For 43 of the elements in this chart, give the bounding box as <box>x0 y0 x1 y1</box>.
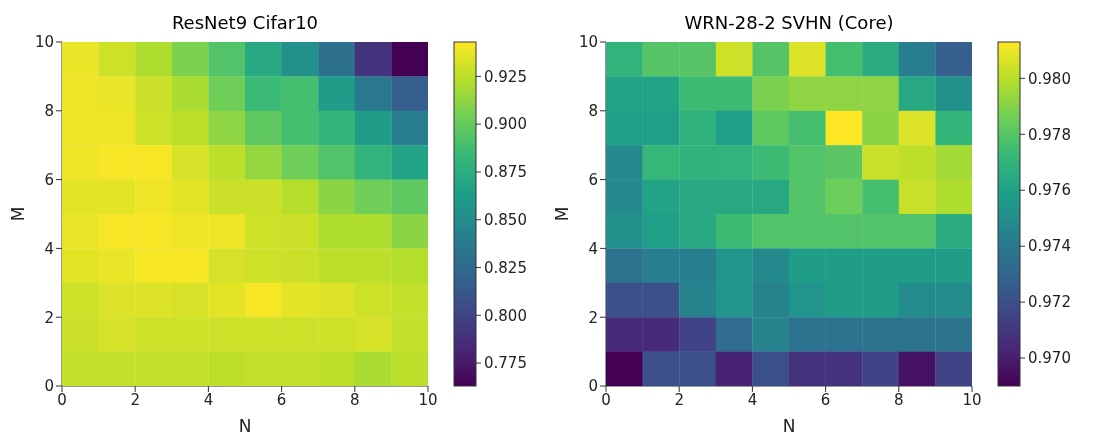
x-tick-label: 2 <box>674 390 684 409</box>
y-axis-title: M <box>8 206 29 222</box>
x-tick-label: 2 <box>130 390 140 409</box>
y-tick-label: 0 <box>44 377 54 396</box>
color-bar-label: 0.875 <box>484 163 527 182</box>
color-bar-label: 0.974 <box>1028 237 1071 256</box>
y-tick-label: 2 <box>44 308 54 327</box>
x-tick-label: 10 <box>962 390 982 409</box>
x-axis-title: N <box>238 416 252 436</box>
color-bar-label: 0.980 <box>1028 69 1071 88</box>
x-tick-label: 0 <box>57 390 67 409</box>
x-tick-label: 4 <box>203 390 214 409</box>
y-tick-label: 0 <box>588 377 598 396</box>
x-tick-label: 8 <box>350 390 360 409</box>
y-tick-label: 2 <box>588 308 598 327</box>
color-bar-label: 0.978 <box>1028 125 1071 144</box>
y-tick-label: 4 <box>44 239 54 258</box>
color-bar-label: 0.925 <box>484 67 527 86</box>
y-tick-label: 10 <box>578 33 598 52</box>
y-tick-label: 8 <box>44 102 54 121</box>
y-axis-title: M <box>552 206 573 222</box>
y-tick-label: 6 <box>44 170 54 189</box>
y-tick-label: 4 <box>588 239 598 258</box>
y-tick-label: 10 <box>34 33 54 52</box>
x-tick-label: 6 <box>820 390 831 409</box>
color-bar-label: 0.900 <box>484 115 527 134</box>
x-tick-label: 6 <box>276 390 287 409</box>
color-bar-label: 0.850 <box>484 210 527 229</box>
x-tick-label: 8 <box>894 390 904 409</box>
color-bar-label: 0.800 <box>484 306 527 325</box>
color-bar-label: 0.970 <box>1028 349 1071 368</box>
x-tick-label: 0 <box>601 390 611 409</box>
x-tick-label: 4 <box>747 390 758 409</box>
color-bar-label: 0.972 <box>1028 293 1071 312</box>
color-bar-label: 0.775 <box>484 354 527 373</box>
chart-title: ResNet9 Cifar10 <box>170 12 320 33</box>
color-bar-label: 0.976 <box>1028 181 1071 200</box>
chart-title: WRN-28-2 SVHN (Core) <box>683 12 895 33</box>
x-axis-title: N <box>782 416 796 436</box>
y-tick-label: 6 <box>588 170 598 189</box>
x-tick-label: 10 <box>418 390 438 409</box>
color-bar-label: 0.825 <box>484 258 527 277</box>
y-tick-label: 8 <box>588 102 598 121</box>
